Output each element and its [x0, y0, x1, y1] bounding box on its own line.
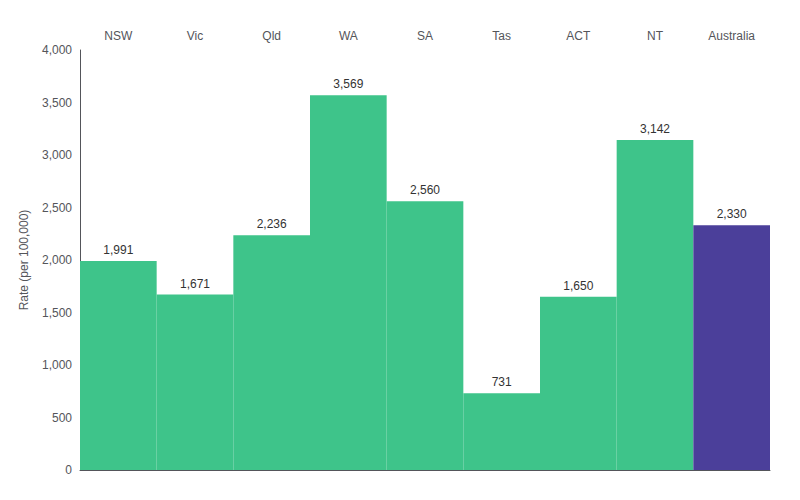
svg-text:1,650: 1,650	[563, 279, 593, 293]
svg-text:ACT: ACT	[566, 29, 591, 43]
svg-text:Rate (per 100,000): Rate (per 100,000)	[17, 210, 31, 311]
svg-text:Qld: Qld	[262, 29, 281, 43]
svg-text:SA: SA	[417, 29, 433, 43]
svg-text:500: 500	[52, 411, 72, 425]
svg-text:1,500: 1,500	[42, 306, 72, 320]
svg-text:Vic: Vic	[187, 29, 203, 43]
svg-text:NT: NT	[647, 29, 664, 43]
svg-text:1,991: 1,991	[103, 243, 133, 257]
svg-text:2,560: 2,560	[410, 183, 440, 197]
svg-text:2,000: 2,000	[42, 253, 72, 267]
svg-text:NSW: NSW	[104, 29, 133, 43]
svg-text:731: 731	[492, 375, 512, 389]
svg-text:4,000: 4,000	[42, 43, 72, 57]
svg-text:1,671: 1,671	[180, 277, 210, 291]
svg-text:3,000: 3,000	[42, 148, 72, 162]
svg-text:2,500: 2,500	[42, 201, 72, 215]
svg-text:2,330: 2,330	[717, 207, 747, 221]
svg-text:1,000: 1,000	[42, 358, 72, 372]
svg-text:0: 0	[65, 463, 72, 477]
svg-text:3,500: 3,500	[42, 96, 72, 110]
svg-text:WA: WA	[339, 29, 358, 43]
svg-text:Tas: Tas	[492, 29, 511, 43]
svg-text:3,142: 3,142	[640, 122, 670, 136]
svg-text:3,569: 3,569	[333, 77, 363, 91]
svg-text:2,236: 2,236	[257, 217, 287, 231]
svg-text:Australia: Australia	[708, 29, 755, 43]
